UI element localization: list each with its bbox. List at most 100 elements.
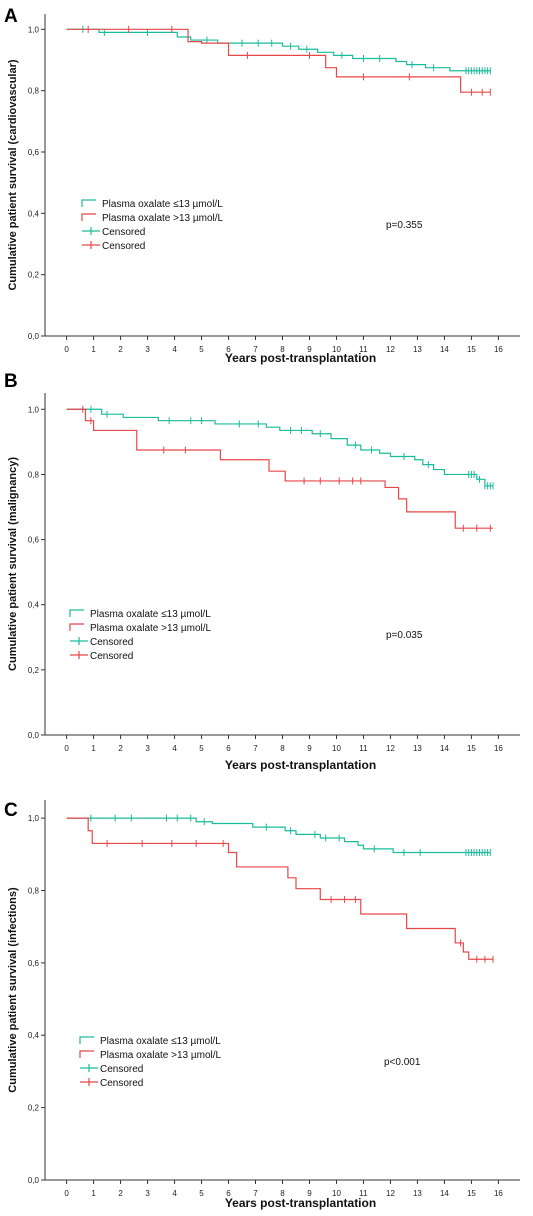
x-tick-label: 0: [64, 744, 69, 753]
survival-curve: [66, 408, 494, 487]
legend-line-symbol: [69, 609, 84, 617]
y-tick-label: 0,8: [28, 886, 40, 895]
x-tick-label: 7: [253, 345, 258, 354]
y-axis-title: Cumulative patient survival (cardiovascu…: [7, 59, 19, 290]
p-value-label: p<0.001: [384, 1057, 421, 1068]
x-tick-label: 15: [467, 345, 476, 354]
x-tick-label: 10: [332, 1189, 341, 1198]
x-tick-label: 3: [145, 1189, 150, 1198]
legend-entry: Plasma oxalate >13 µmol/L: [90, 623, 212, 634]
x-tick-label: 13: [413, 345, 422, 354]
x-tick-label: 10: [332, 345, 341, 354]
legend-line-symbol: [79, 1036, 94, 1044]
x-tick-label: 6: [226, 744, 231, 753]
legend-entry: Censored: [100, 1078, 143, 1089]
x-tick-label: 11: [359, 345, 368, 354]
x-axis-title: Years post-transplantation: [225, 1196, 376, 1210]
x-tick-label: 6: [226, 345, 231, 354]
x-tick-label: 8: [280, 744, 285, 753]
y-tick-label: 0,0: [28, 1176, 40, 1185]
y-tick-label: 0,8: [28, 470, 40, 479]
y-tick-label: 0,6: [28, 148, 40, 157]
x-tick-label: 1: [91, 1189, 96, 1198]
x-tick-label: 14: [440, 345, 449, 354]
x-tick-label: 7: [253, 744, 258, 753]
x-tick-label: 2: [118, 345, 123, 354]
legend-entry: Plasma oxalate ≤13 µmol/L: [90, 609, 211, 620]
x-tick-label: 4: [172, 345, 177, 354]
x-tick-label: 8: [280, 1189, 285, 1198]
legend-entry: Plasma oxalate >13 µmol/L: [100, 1050, 222, 1061]
y-tick-label: 0,6: [28, 536, 40, 545]
series-low-oxalate: [66, 405, 494, 490]
survival-curve: [66, 28, 491, 93]
legend-entry: Plasma oxalate ≤13 µmol/L: [102, 199, 223, 210]
p-value-label: p=0.035: [386, 630, 423, 641]
panel-letter: A: [4, 6, 18, 27]
survival-curve: [66, 28, 491, 72]
x-tick-label: 11: [359, 1189, 368, 1198]
panel-b: B0,00,20,40,60,81,00 1 2 3 4 5 6 7 8 9 10 11 12 13 14 1…: [4, 371, 520, 772]
x-tick-label: 16: [494, 345, 503, 354]
x-tick-label: 10: [332, 744, 341, 753]
y-tick-label: 0,4: [28, 601, 40, 610]
legend-entry: Censored: [102, 241, 145, 252]
panel-a: A0,00,20,40,60,81,00 1 2 3 4 5 6 7 8 9 10 11 12 13 14 1…: [4, 6, 520, 365]
legend-line-symbol: [79, 1050, 94, 1058]
x-tick-label: 4: [172, 744, 177, 753]
series-high-oxalate: [66, 25, 491, 96]
x-tick-label: 1: [91, 744, 96, 753]
series-high-oxalate: [66, 405, 494, 532]
x-tick-label: 2: [118, 744, 123, 753]
series-low-oxalate: [66, 25, 491, 75]
y-tick-label: 0,0: [28, 731, 40, 740]
legend-line-symbol: [81, 213, 96, 221]
x-tick-label: 16: [494, 1189, 503, 1198]
legend-entry: Plasma oxalate ≤13 µmol/L: [100, 1036, 221, 1047]
x-tick-label: 4: [172, 1189, 177, 1198]
x-tick-label: 1: [91, 345, 96, 354]
legend-entry: Plasma oxalate >13 µmol/L: [102, 213, 224, 224]
legend: Plasma oxalate ≤13 µmol/L Plasma oxalate …: [69, 609, 212, 662]
x-tick-label: 0: [64, 1189, 69, 1198]
x-tick-label: 13: [413, 744, 422, 753]
x-tick-label: 16: [494, 744, 503, 753]
x-tick-label: 6: [226, 1189, 231, 1198]
x-tick-label: 5: [199, 1189, 204, 1198]
survival-curve: [66, 817, 491, 854]
y-axis-title: Cumulative patient survival (infections): [7, 887, 19, 1093]
y-tick-label: 0,8: [28, 87, 40, 96]
legend-entry: Censored: [90, 637, 133, 648]
legend-entry: Censored: [90, 651, 133, 662]
legend-line-symbol: [69, 623, 84, 631]
y-tick-label: 0,0: [28, 332, 40, 341]
legend-entry: Censored: [102, 227, 145, 238]
x-axis-title: Years post-transplantation: [225, 351, 376, 365]
x-tick-label: 3: [145, 345, 150, 354]
legend: Plasma oxalate ≤13 µmol/L Plasma oxalate …: [81, 199, 224, 252]
x-tick-label: 11: [359, 744, 368, 753]
y-tick-label: 0,2: [28, 271, 40, 280]
survival-curve: [66, 408, 494, 529]
series-high-oxalate: [66, 817, 494, 963]
legend-entry: Censored: [100, 1064, 143, 1075]
x-tick-label: 15: [467, 1189, 476, 1198]
x-tick-label: 0: [64, 345, 69, 354]
x-tick-label: 9: [307, 744, 312, 753]
x-tick-label: 14: [440, 744, 449, 753]
x-tick-label: 13: [413, 1189, 422, 1198]
x-tick-label: 12: [386, 345, 395, 354]
y-tick-label: 0,4: [28, 1031, 40, 1040]
x-tick-label: 14: [440, 1189, 449, 1198]
y-tick-label: 0,2: [28, 1104, 40, 1113]
panel-c: C0,00,20,40,60,81,00 1 2 3 4 5 6 7 8 9 10 11 12 13 14 1…: [4, 800, 520, 1210]
y-tick-label: 0,4: [28, 209, 40, 218]
x-axis-title: Years post-transplantation: [225, 758, 376, 772]
y-tick-label: 0,6: [28, 959, 40, 968]
x-tick-label: 5: [199, 345, 204, 354]
x-tick-label: 15: [467, 744, 476, 753]
x-tick-label: 12: [386, 744, 395, 753]
legend: Plasma oxalate ≤13 µmol/L Plasma oxalate …: [79, 1036, 222, 1089]
y-tick-label: 1,0: [28, 25, 40, 34]
